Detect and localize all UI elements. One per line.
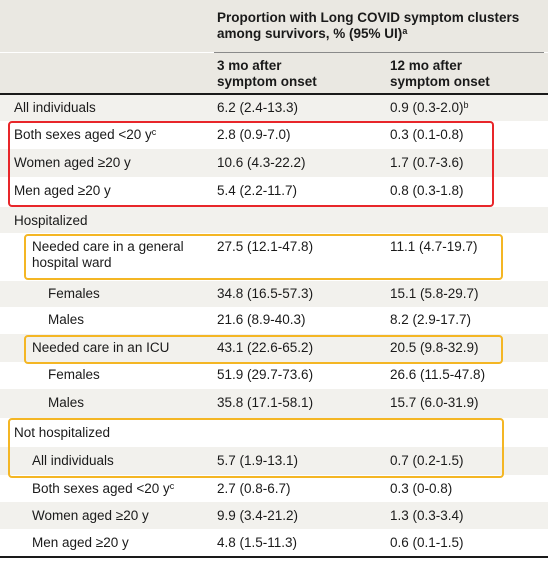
value-3mo: 34.8 (16.5-57.3) bbox=[217, 286, 314, 301]
section-label-hospitalized: Hospitalized bbox=[14, 213, 88, 228]
value-12mo: 0.3 (0.1-0.8) bbox=[390, 127, 464, 142]
row-label: Needed care in an ICU bbox=[32, 340, 170, 355]
value-3mo: 9.9 (3.4-21.2) bbox=[217, 508, 299, 523]
value-3mo: 5.4 (2.2-11.7) bbox=[217, 183, 298, 198]
table-row: Needed care in an ICU 43.1 (22.6-65.2) 2… bbox=[0, 334, 548, 362]
row-label: Women aged ≥20 y bbox=[14, 155, 131, 170]
column-header-3mo: 3 mo after symptom onset bbox=[217, 58, 317, 89]
value-12mo: 26.6 (11.5-47.8) bbox=[390, 367, 486, 382]
value-3mo: 35.8 (17.1-58.1) bbox=[217, 395, 314, 410]
table-row: Males 35.8 (17.1-58.1) 15.7 (6.0-31.9) bbox=[0, 389, 548, 418]
value-12mo: 8.2 (2.9-17.7) bbox=[390, 312, 472, 327]
table-row: All individuals 5.7 (1.9-13.1) 0.7 (0.2-… bbox=[0, 447, 548, 475]
row-label: Men aged ≥20 y bbox=[14, 183, 111, 198]
column-header-12mo: 12 mo after symptom onset bbox=[390, 58, 490, 89]
table-row: Both sexes aged <20 yc 2.8 (0.9-7.0) 0.3… bbox=[0, 121, 548, 149]
table-row: Women aged ≥20 y 10.6 (4.3-22.2) 1.7 (0.… bbox=[0, 149, 548, 177]
value-12mo: 0.7 (0.2-1.5) bbox=[390, 453, 464, 468]
value-12mo: 0.8 (0.3-1.8) bbox=[390, 183, 464, 198]
table-row: All individuals 6.2 (2.4-13.3) 0.9 (0.3-… bbox=[0, 95, 548, 121]
value-3mo: 51.9 (29.7-73.6) bbox=[217, 367, 314, 382]
row-label: Females bbox=[48, 367, 100, 382]
table-row: Females 34.8 (16.5-57.3) 15.1 (5.8-29.7) bbox=[0, 281, 548, 307]
table-row: Both sexes aged <20 yc 2.7 (0.8-6.7) 0.3… bbox=[0, 475, 548, 502]
table-bottom-rule bbox=[0, 556, 548, 558]
value-3mo: 21.6 (8.9-40.3) bbox=[217, 312, 306, 327]
header-divider bbox=[214, 52, 544, 53]
value-12mo: 15.1 (5.8-29.7) bbox=[390, 286, 479, 301]
value-3mo: 2.7 (0.8-6.7) bbox=[217, 481, 291, 496]
table-header-columns: 3 mo after symptom onset 12 mo after sym… bbox=[0, 53, 548, 93]
table-row: Women aged ≥20 y 9.9 (3.4-21.2) 1.3 (0.3… bbox=[0, 502, 548, 529]
value-3mo: 43.1 (22.6-65.2) bbox=[217, 340, 314, 355]
value-12mo: 1.3 (0.3-3.4) bbox=[390, 508, 464, 523]
table-row: Males 21.6 (8.9-40.3) 8.2 (2.9-17.7) bbox=[0, 307, 548, 334]
row-label: Females bbox=[48, 286, 100, 301]
row-label: Women aged ≥20 y bbox=[32, 508, 149, 523]
group-title: Proportion with Long COVID symptom clust… bbox=[217, 10, 520, 41]
table-row: Needed care in a general hospital ward 2… bbox=[0, 233, 548, 281]
table-row: Not hospitalized bbox=[0, 418, 548, 447]
row-label: Both sexes aged <20 yc bbox=[14, 127, 157, 142]
value-3mo: 2.8 (0.9-7.0) bbox=[217, 127, 291, 142]
value-12mo: 0.6 (0.1-1.5) bbox=[390, 535, 464, 550]
row-label: Males bbox=[48, 395, 85, 410]
section-label-not-hospitalized: Not hospitalized bbox=[14, 425, 111, 440]
value-3mo: 27.5 (12.1-47.8) bbox=[217, 239, 314, 254]
table-row: Men aged ≥20 y 4.8 (1.5-11.3) 0.6 (0.1-1… bbox=[0, 529, 548, 556]
value-3mo: 10.6 (4.3-22.2) bbox=[217, 155, 306, 170]
row-label: Needed care in a general hospital ward bbox=[32, 239, 184, 270]
table-header-group: Proportion with Long COVID symptom clust… bbox=[0, 0, 548, 52]
table-row: Men aged ≥20 y 5.4 (2.2-11.7) 0.8 (0.3-1… bbox=[0, 177, 548, 207]
row-label: Men aged ≥20 y bbox=[32, 535, 129, 550]
row-label: All individuals bbox=[32, 453, 114, 468]
row-label: Both sexes aged <20 yc bbox=[32, 481, 175, 496]
value-3mo: 6.2 (2.4-13.3) bbox=[217, 100, 299, 115]
value-3mo: 4.8 (1.5-11.3) bbox=[217, 535, 298, 550]
value-12mo: 15.7 (6.0-31.9) bbox=[390, 395, 479, 410]
table-row: Hospitalized bbox=[0, 207, 548, 233]
value-3mo: 5.7 (1.9-13.1) bbox=[217, 453, 299, 468]
value-12mo: 11.1 (4.7-19.7) bbox=[390, 239, 478, 254]
value-12mo: 0.9 (0.3-2.0)b bbox=[390, 100, 469, 115]
header-rule bbox=[0, 93, 548, 95]
table-row: Females 51.9 (29.7-73.6) 26.6 (11.5-47.8… bbox=[0, 362, 548, 389]
value-12mo: 20.5 (9.8-32.9) bbox=[390, 340, 479, 355]
row-label: Males bbox=[48, 312, 85, 327]
row-label: All individuals bbox=[14, 100, 96, 115]
value-12mo: 0.3 (0-0.8) bbox=[390, 481, 453, 496]
value-12mo: 1.7 (0.7-3.6) bbox=[390, 155, 464, 170]
